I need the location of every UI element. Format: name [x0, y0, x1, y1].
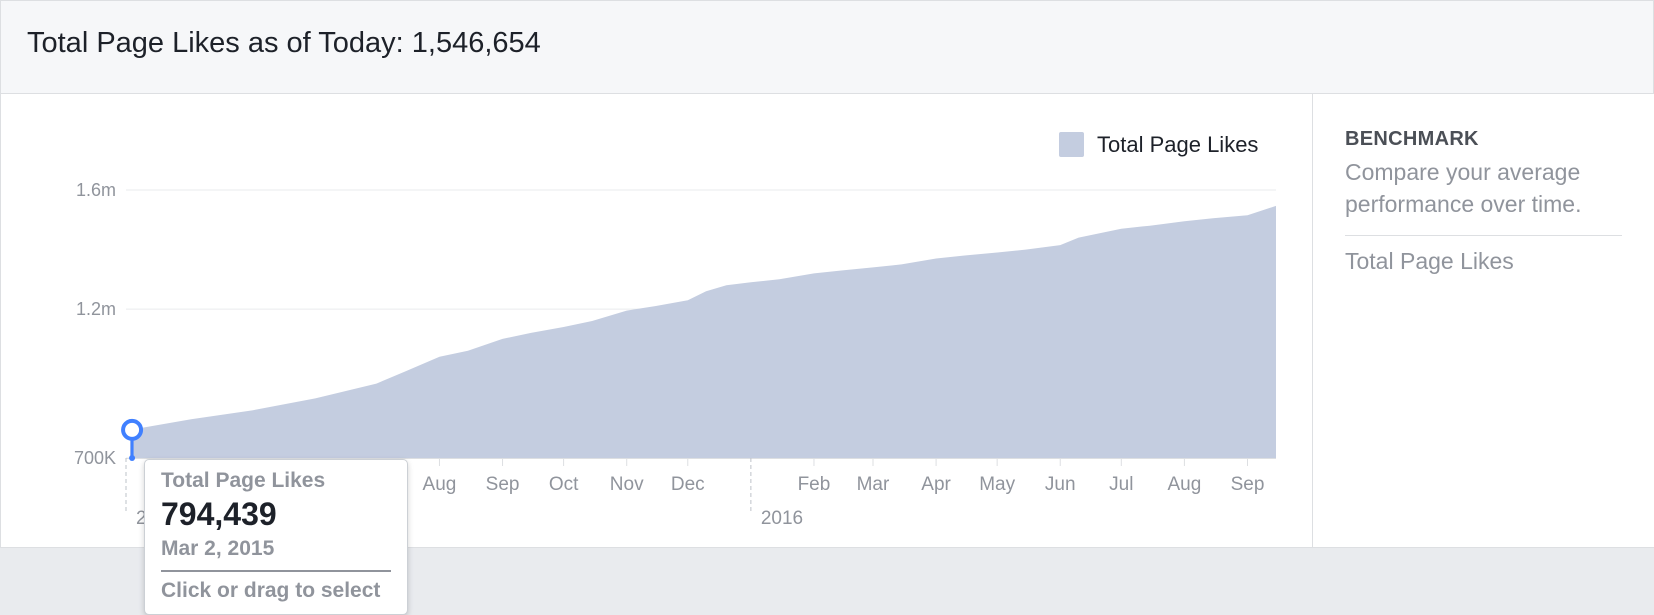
- header: Total Page Likes as of Today: 1,546,654: [1, 1, 1653, 94]
- x-tick-label: Dec: [671, 474, 705, 495]
- legend-swatch: [1059, 132, 1084, 157]
- benchmark-divider: [1345, 235, 1622, 236]
- x-tick-label: May: [979, 474, 1015, 495]
- tooltip-divider: [161, 570, 391, 572]
- benchmark-description: Compare your average performance over ti…: [1345, 159, 1582, 217]
- x-tick-label: Aug: [423, 474, 457, 495]
- x-tick-label: Sep: [486, 474, 520, 495]
- x-tick-label: Feb: [798, 474, 831, 495]
- y-axis: 700K 1.2m 1.6m: [74, 180, 116, 468]
- area-total-page-likes: [130, 205, 1276, 458]
- tooltip-value: 794,439: [161, 496, 277, 532]
- y-tick-label: 1.2m: [76, 299, 116, 319]
- total-page-likes-chart[interactable]: Aug Sep Oct Nov Dec Feb Mar Apr May Jun Jul Aug Sep 2…: [1, 94, 1312, 547]
- chart-area[interactable]: Aug Sep Oct Nov Dec Feb Mar Apr May Jun Jul Aug Sep 2…: [1, 94, 1312, 615]
- marker-head: [121, 418, 144, 441]
- x-tick-label: Mar: [857, 474, 890, 495]
- tooltip-label: Total Page Likes: [161, 469, 326, 492]
- y-tick-label: 1.6m: [76, 180, 116, 200]
- benchmark-item-total-page-likes[interactable]: Total Page Likes: [1345, 248, 1514, 274]
- legend-label: Total Page Likes: [1097, 132, 1258, 157]
- marker-base: [129, 455, 136, 461]
- x-tick-label: Sep: [1231, 474, 1265, 495]
- x-tick-label: Apr: [921, 474, 951, 495]
- hover-marker: [121, 418, 144, 461]
- y-tick-label: 700K: [74, 448, 116, 468]
- area-series: [130, 205, 1276, 458]
- page-title: Total Page Likes as of Today: 1,546,654: [27, 27, 541, 59]
- year-label: 2016: [761, 508, 803, 529]
- benchmark-sidebar: BENCHMARK Compare your average performan…: [1312, 94, 1654, 547]
- x-tick-label: Aug: [1168, 474, 1202, 495]
- tooltip-date: Mar 2, 2015: [161, 537, 275, 560]
- hover-tooltip: Total Page Likes 794,439 Mar 2, 2015 Cli…: [144, 459, 408, 615]
- x-tick-label: Jul: [1109, 474, 1133, 495]
- tooltip-hint: Click or drag to select: [161, 579, 381, 602]
- x-tick-label: Jun: [1045, 474, 1076, 495]
- benchmark-heading: BENCHMARK: [1345, 128, 1479, 150]
- x-tick-label: Oct: [549, 474, 579, 495]
- legend: Total Page Likes: [1059, 132, 1258, 157]
- x-tick-label: Nov: [610, 474, 644, 495]
